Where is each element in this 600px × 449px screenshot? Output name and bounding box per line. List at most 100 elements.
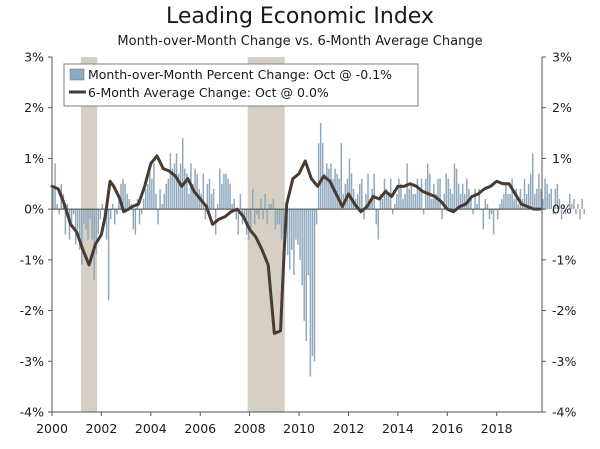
bar-mark: [155, 193, 157, 210]
bar-mark: [268, 204, 270, 210]
y-tick-label-right: 2%: [552, 100, 572, 115]
six-month-average-line: [50, 154, 542, 335]
bar-mark: [299, 209, 301, 260]
bar-mark: [101, 204, 104, 210]
y-tick-label-left: 0%: [24, 202, 44, 217]
bar-mark: [356, 193, 359, 210]
bar-mark: [159, 188, 161, 210]
bar-mark: [169, 153, 172, 210]
bar-mark: [573, 199, 575, 210]
y-tick-label-left: 2%: [24, 100, 44, 115]
bar-mark: [216, 204, 219, 210]
y-tick-label-right: -2%: [552, 303, 576, 318]
bar-mark: [188, 193, 190, 210]
bar-mark: [536, 188, 538, 210]
bar-mark: [208, 178, 211, 210]
bar-mark: [350, 173, 353, 210]
bar-mark: [295, 209, 297, 240]
bar-mark: [507, 193, 509, 210]
bar-mark: [116, 209, 118, 215]
bar-mark: [233, 199, 235, 210]
chart-subtitle: Month-over-Month Change vs. 6-Month Aver…: [117, 34, 483, 49]
bar-mark: [165, 183, 167, 210]
bar-mark: [289, 209, 291, 270]
bar-mark: [99, 209, 102, 220]
x-tick-label: 2012: [333, 421, 365, 436]
bar-mark: [219, 168, 221, 210]
bar-mark: [64, 209, 67, 235]
bar-mark: [534, 193, 536, 210]
y-tick-label-right: -4%: [552, 405, 576, 420]
bar-mark: [307, 209, 310, 276]
bar-mark: [239, 193, 242, 210]
bar-mark: [340, 143, 342, 210]
bar-mark: [326, 163, 328, 210]
bar-mark: [412, 193, 415, 210]
bar-mark: [552, 209, 555, 215]
bar-mark: [262, 209, 264, 220]
x-tick-label: 2002: [86, 421, 118, 436]
bar-mark: [107, 209, 110, 301]
bar-mark: [544, 178, 546, 210]
bar-mark: [540, 188, 542, 210]
recession-shading-layer: [80, 57, 285, 412]
bar-mark: [457, 183, 460, 210]
bar-mark: [210, 193, 213, 210]
bar-mark: [251, 188, 254, 210]
bar-mark: [531, 153, 534, 210]
bar-mark: [212, 188, 215, 210]
legend-bar-swatch: [69, 68, 85, 81]
bar-mark: [157, 209, 159, 225]
bar-mark: [377, 209, 380, 240]
bar-mark: [270, 204, 272, 210]
bar-mark: [404, 193, 406, 210]
bar-mark: [470, 199, 472, 210]
legend-label-bars: Month-over-Month Percent Change: Oct @ -…: [88, 67, 392, 82]
bar-mark: [363, 209, 365, 220]
bar-mark: [416, 178, 419, 210]
bar-mark: [89, 209, 91, 220]
bar-mark: [227, 178, 229, 210]
bar-mark: [221, 183, 223, 210]
bar-mark: [97, 209, 100, 235]
bar-mark: [297, 209, 299, 245]
bar-mark: [352, 188, 355, 210]
bar-mark: [577, 204, 579, 210]
bar-mark: [464, 193, 466, 210]
bar-mark: [56, 204, 58, 210]
bar-series-layer: [52, 122, 585, 377]
bar-mark: [569, 193, 571, 210]
bar-mark: [496, 209, 499, 220]
bar-mark: [52, 188, 54, 210]
bar-mark: [128, 199, 130, 210]
x-tick-label: 2010: [283, 421, 315, 436]
bar-mark: [163, 193, 165, 210]
bar-mark: [525, 193, 528, 210]
bar-mark: [513, 199, 515, 210]
legend-box: [63, 63, 419, 107]
bar-mark: [161, 204, 163, 210]
bar-mark: [286, 209, 289, 255]
bar-mark: [83, 209, 85, 225]
bar-mark: [181, 138, 184, 210]
bar-mark: [447, 178, 450, 210]
bar-mark: [435, 193, 437, 210]
bar-mark: [184, 168, 186, 210]
bar-mark: [72, 209, 75, 215]
x-tick-label: 2018: [481, 421, 513, 436]
bar-mark: [414, 193, 417, 210]
bar-mark: [449, 188, 452, 210]
bar-mark: [315, 209, 318, 225]
bar-mark: [192, 183, 194, 210]
x-tick-label: 2000: [36, 421, 68, 436]
bar-mark: [529, 173, 532, 210]
bar-mark: [501, 199, 503, 210]
y-tick-label-left: 1%: [24, 151, 44, 166]
bar-mark: [558, 199, 561, 210]
bar-mark: [499, 204, 501, 210]
bar-mark: [66, 204, 69, 210]
bar-mark: [309, 209, 312, 377]
bar-mark: [394, 204, 396, 210]
bar-mark: [328, 168, 330, 210]
bar-mark: [348, 158, 351, 210]
